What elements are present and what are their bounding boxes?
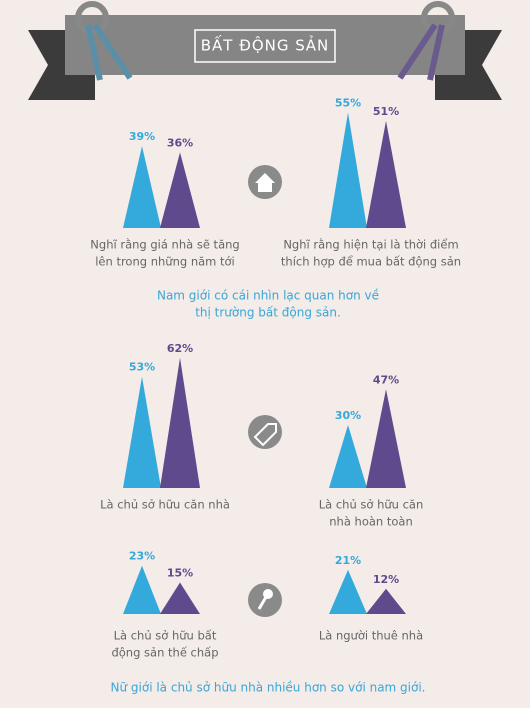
value-label: 55% — [335, 97, 361, 110]
caption: lên trong những năm tới — [95, 255, 235, 269]
key-left — [75, 1, 133, 81]
key-right — [397, 1, 455, 81]
caption: Là người thuê nhà — [319, 629, 423, 643]
caption: Nghĩ rằng hiện tại là thời điểm — [283, 238, 458, 252]
triangle — [160, 357, 200, 488]
triangle — [366, 120, 406, 228]
caption: động sản thế chấp — [111, 646, 218, 660]
value-label: 36% — [167, 136, 193, 149]
note: Nam giới có cái nhìn lạc quan hơn về — [157, 289, 379, 303]
title: BẤT ĐỘNG SẢN — [201, 34, 330, 55]
triangle — [329, 425, 367, 488]
ribbon — [65, 15, 465, 75]
value-label: 21% — [335, 554, 361, 567]
note: Nữ giới là chủ sở hữu nhà nhiều hơn so v… — [111, 681, 426, 695]
triangle — [123, 376, 161, 488]
triangle — [160, 152, 200, 228]
icon-tag — [248, 415, 282, 449]
value-label: 12% — [373, 573, 399, 586]
caption: Là chủ sở hữu căn nhà — [100, 498, 230, 512]
triangle — [366, 588, 406, 614]
triangle — [123, 565, 161, 614]
value-label: 51% — [373, 105, 399, 118]
triangle — [329, 569, 367, 614]
value-label: 53% — [129, 361, 155, 374]
caption: Là chủ sở hữu căn — [319, 498, 424, 512]
triangle — [329, 112, 367, 228]
caption: Nghĩ rằng giá nhà sẽ tăng — [90, 238, 239, 252]
triangle — [366, 389, 406, 488]
value-label: 39% — [129, 130, 155, 143]
value-label: 47% — [373, 373, 399, 386]
note: thị trường bất động sản. — [195, 306, 341, 320]
value-label: 23% — [129, 550, 155, 563]
icon-house — [248, 165, 282, 199]
value-label: 15% — [167, 567, 193, 580]
value-label: 30% — [335, 409, 361, 422]
triangle — [160, 582, 200, 614]
caption: nhà hoàn toàn — [329, 515, 412, 529]
caption: thích hợp để mua bất động sản — [281, 255, 461, 269]
triangle — [123, 146, 161, 228]
caption: Là chủ sở hữu bất — [114, 629, 217, 643]
icon-key — [248, 583, 282, 617]
title-frame — [194, 29, 336, 63]
value-label: 62% — [167, 342, 193, 355]
